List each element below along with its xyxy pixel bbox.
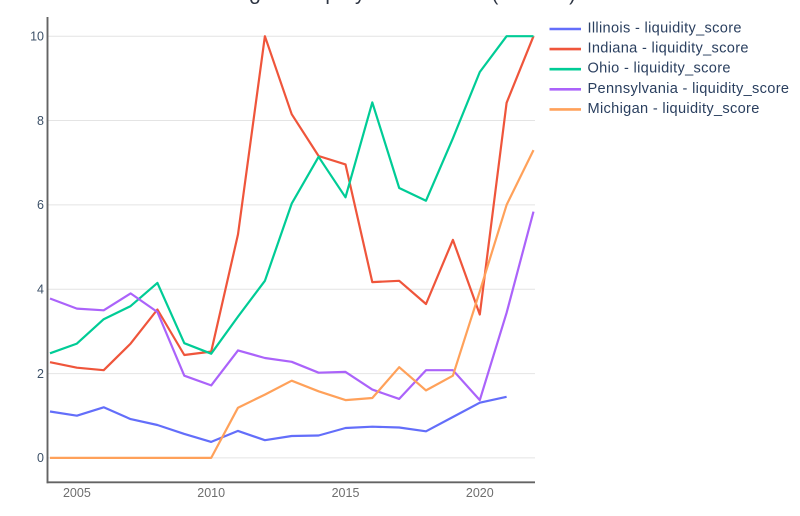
svg-text:Pennsylvania - liquidity_score: Pennsylvania - liquidity_score <box>588 81 790 97</box>
svg-text:p: p <box>325 0 336 5</box>
svg-text:Illinois - liquidity_score: Illinois - liquidity_score <box>588 21 742 37</box>
svg-text:y: y <box>355 0 365 5</box>
svg-text:): ) <box>569 0 576 6</box>
svg-text:8: 8 <box>37 114 44 128</box>
svg-text:2010: 2010 <box>197 486 225 500</box>
svg-text:Michigan - liquidity_score: Michigan - liquidity_score <box>588 101 760 117</box>
svg-text:o: o <box>249 0 260 9</box>
svg-text:0: 0 <box>37 451 44 465</box>
svg-text:2020: 2020 <box>466 486 494 500</box>
svg-text:6: 6 <box>37 198 44 212</box>
svg-text:4: 4 <box>37 283 44 297</box>
svg-text:2: 2 <box>37 367 44 381</box>
svg-text:2015: 2015 <box>332 486 360 500</box>
svg-text:(: ( <box>492 0 499 6</box>
svg-text:Indiana - liquidity_score: Indiana - liquidity_score <box>588 41 749 57</box>
svg-text:10: 10 <box>30 30 44 44</box>
svg-text:Ohio - liquidity_score: Ohio - liquidity_score <box>588 61 731 77</box>
svg-text:2005: 2005 <box>63 486 91 500</box>
